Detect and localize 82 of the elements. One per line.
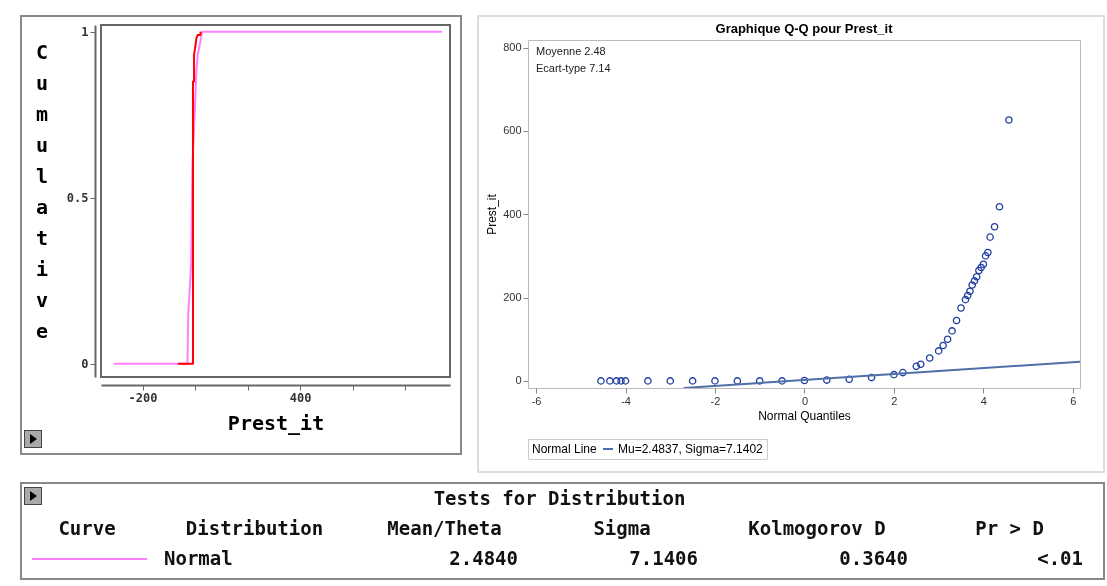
y-tick-label: 600 — [503, 124, 522, 137]
x-tick-label: 0 — [801, 394, 809, 407]
text: 7.1406 — [629, 547, 698, 569]
y-tick-label: 400 — [503, 207, 522, 220]
point — [972, 272, 981, 281]
y-tick-label: 200 — [503, 291, 522, 304]
text: 2.4840 — [449, 547, 518, 569]
point — [975, 266, 983, 275]
point — [612, 377, 621, 385]
text: Curve — [58, 517, 116, 539]
point — [977, 263, 985, 272]
point — [939, 341, 947, 350]
text: 0.3640 — [839, 547, 908, 569]
point — [867, 373, 876, 382]
y-axis-title: Prest_it — [485, 193, 500, 235]
point — [952, 316, 961, 325]
x-tick-label: -6 — [531, 394, 542, 407]
annotation: Ecart-type 7.14 — [536, 62, 611, 74]
point — [711, 377, 719, 385]
point — [995, 202, 1004, 211]
chart-title: Graphique Q-Q pour Prest_it — [715, 21, 894, 36]
point — [912, 362, 921, 371]
point — [644, 377, 652, 385]
point — [1005, 116, 1013, 124]
point — [979, 260, 988, 269]
x-tick-label: 2 — [891, 394, 898, 407]
y-tick-label: 1 — [81, 25, 89, 40]
y-tick-label: 800 — [503, 41, 522, 53]
point — [617, 377, 625, 385]
point — [990, 222, 999, 231]
point — [966, 287, 974, 296]
point — [916, 360, 925, 369]
legend-label: Mu=2.4837, Sigma=7.1402 — [618, 442, 764, 456]
y-tick-label: 0 — [515, 374, 522, 387]
point — [597, 377, 605, 385]
x-tick-label: -200 — [128, 390, 158, 405]
text: Mean/Theta — [387, 517, 502, 539]
point — [970, 277, 979, 285]
text: Sigma — [593, 517, 651, 539]
text: Pr > D — [975, 517, 1044, 539]
text: Distribution — [185, 517, 324, 539]
x-tick-label: 400 — [289, 390, 312, 405]
annotation: Moyenne 2.48 — [536, 45, 606, 57]
y-tick-label: 0.5 — [66, 191, 89, 206]
point — [943, 335, 952, 344]
point — [899, 368, 907, 377]
point — [986, 233, 994, 241]
x-tick-label: 4 — [980, 394, 987, 407]
point — [984, 248, 992, 257]
point — [666, 377, 675, 385]
point — [890, 370, 898, 379]
y-tick-label: 0 — [81, 357, 89, 372]
point — [957, 304, 965, 312]
text: Kolmogorov D — [748, 517, 886, 539]
point — [688, 377, 697, 385]
point — [733, 377, 742, 385]
point — [968, 281, 977, 289]
x-tick-label: -4 — [621, 394, 631, 407]
point — [934, 347, 943, 355]
point — [963, 291, 972, 300]
point — [823, 376, 831, 384]
point — [800, 376, 809, 385]
point — [755, 377, 764, 385]
text: <.01 — [1037, 547, 1083, 569]
x-tick-label: -2 — [710, 394, 721, 407]
point — [981, 252, 990, 260]
text: Tests for Distribution — [433, 487, 686, 509]
line-series — [112, 30, 444, 365]
x-tick-label: 6 — [1070, 394, 1077, 407]
point — [961, 295, 970, 304]
text: Cumulative — [35, 40, 49, 343]
x-axis-title: Prest_it — [227, 410, 325, 435]
x-axis-title: Normal Quantiles — [758, 408, 851, 423]
point — [845, 375, 853, 384]
point — [778, 377, 786, 385]
point — [621, 377, 630, 385]
point — [948, 327, 956, 335]
line-series — [177, 30, 202, 365]
point — [925, 354, 934, 362]
text: Normal — [164, 547, 233, 569]
point — [606, 377, 614, 385]
legend-title: Normal Line — [532, 442, 598, 456]
